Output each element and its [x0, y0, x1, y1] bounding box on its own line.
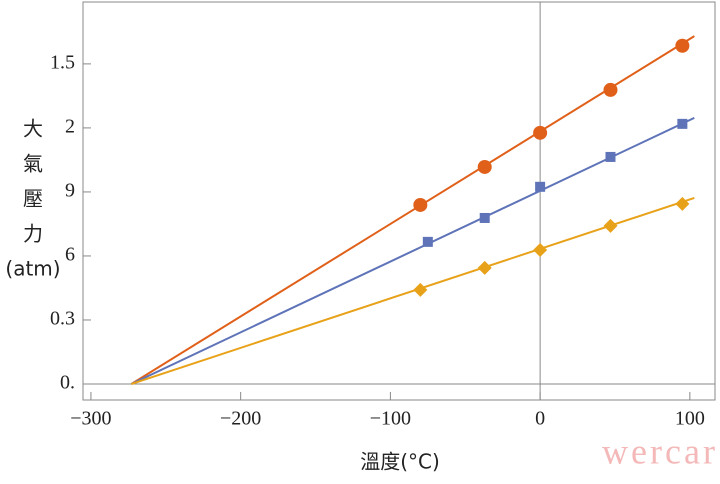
x-tick-label: 0 [535, 408, 545, 430]
fit-line [130, 35, 695, 385]
y-axis-label: 大 [23, 117, 43, 141]
y-tick-label: 2 [65, 116, 75, 138]
x-tick-label: −100 [370, 408, 411, 430]
plot-frame [82, 1, 716, 401]
point [533, 125, 548, 140]
y-axis-label: 力 [23, 222, 43, 246]
y-tick-label: 0.3 [50, 308, 75, 330]
fit-line [130, 116, 695, 385]
point [605, 151, 616, 162]
x-tick-label: −200 [220, 408, 261, 430]
fit-line [131, 196, 695, 385]
point [675, 196, 690, 211]
point [603, 218, 618, 233]
y-axis-label: (atm) [5, 257, 60, 281]
watermark: wercar [602, 431, 718, 471]
y-axis-label: 壓 [23, 187, 43, 211]
x-tick-label: −300 [70, 408, 111, 430]
point [477, 260, 492, 275]
point [413, 197, 428, 212]
point [677, 118, 688, 129]
x-tick-label: 100 [675, 408, 705, 430]
point [477, 159, 492, 174]
y-tick-label: 9 [65, 180, 75, 202]
y-tick-label: 1.5 [50, 51, 75, 73]
point [603, 82, 618, 97]
y-tick-label: 0. [60, 372, 75, 394]
point [533, 242, 548, 257]
y-tick-label: 6 [65, 244, 75, 266]
point [413, 282, 428, 297]
point [535, 181, 546, 192]
y-axis-label: 氣 [23, 152, 43, 176]
point [675, 38, 690, 53]
point [422, 236, 433, 247]
x-axis-label: 溫度(°C) [360, 450, 440, 474]
point [479, 212, 490, 223]
